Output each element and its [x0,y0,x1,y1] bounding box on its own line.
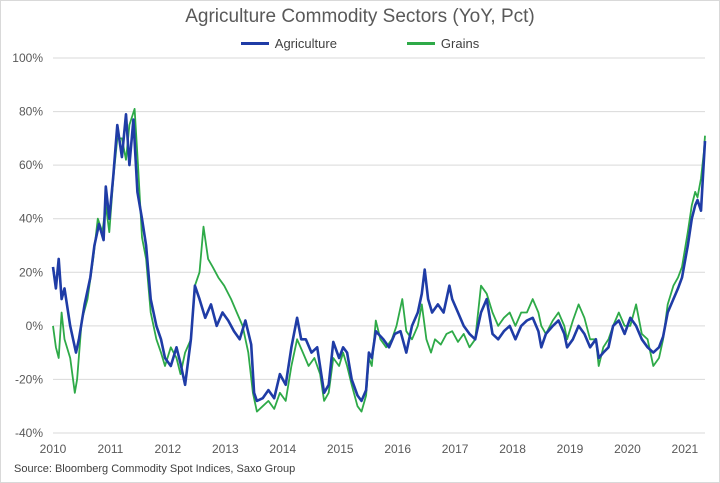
x-tick-label: 2018 [499,442,526,456]
y-axis-ticks: -40% -20% 0% 20% 40% 60% 80% 100% [12,51,43,440]
y-tick-label: 80% [19,105,43,119]
x-axis-ticks: 2010 2011 2012 2013 2014 2015 2016 2017 2018 2019… [40,442,699,456]
y-tick-label: 60% [19,158,43,172]
y-tick-label: -20% [15,372,43,386]
gridlines [53,57,705,434]
legend-item-grains: Grains [406,36,480,51]
legend-swatch-grains [406,42,435,45]
series-line-agriculture [51,113,707,403]
y-tick-label: 20% [19,265,43,279]
legend-swatch-agriculture [240,42,269,45]
series-lines [51,108,707,413]
source-note: Source: Bloomberg Commodity Spot Indices… [14,463,296,475]
x-tick-label: 2020 [614,442,641,456]
x-tick-label: 2014 [269,442,296,456]
y-tick-label: -40% [15,426,43,440]
legend-label-grains: Grains [440,36,480,51]
x-tick-label: 2010 [40,442,67,456]
chart-legend: Agriculture Grains [0,36,720,51]
x-tick-label: 2017 [442,442,469,456]
legend-label-agriculture: Agriculture [274,36,337,51]
x-tick-label: 2013 [212,442,239,456]
y-tick-label: 40% [19,212,43,226]
series-line-grains [52,108,706,413]
x-tick-label: 2012 [155,442,182,456]
x-tick-label: 2019 [557,442,584,456]
legend-item-agriculture: Agriculture [240,36,337,51]
y-tick-label: 0% [26,319,44,333]
x-tick-label: 2011 [98,442,124,456]
y-tick-label: 100% [12,51,43,65]
x-tick-label: 2015 [327,442,354,456]
x-tick-label: 2016 [384,442,411,456]
x-tick-label: 2021 [672,442,699,456]
chart-title: Agriculture Commodity Sectors (YoY, Pct) [185,6,535,27]
